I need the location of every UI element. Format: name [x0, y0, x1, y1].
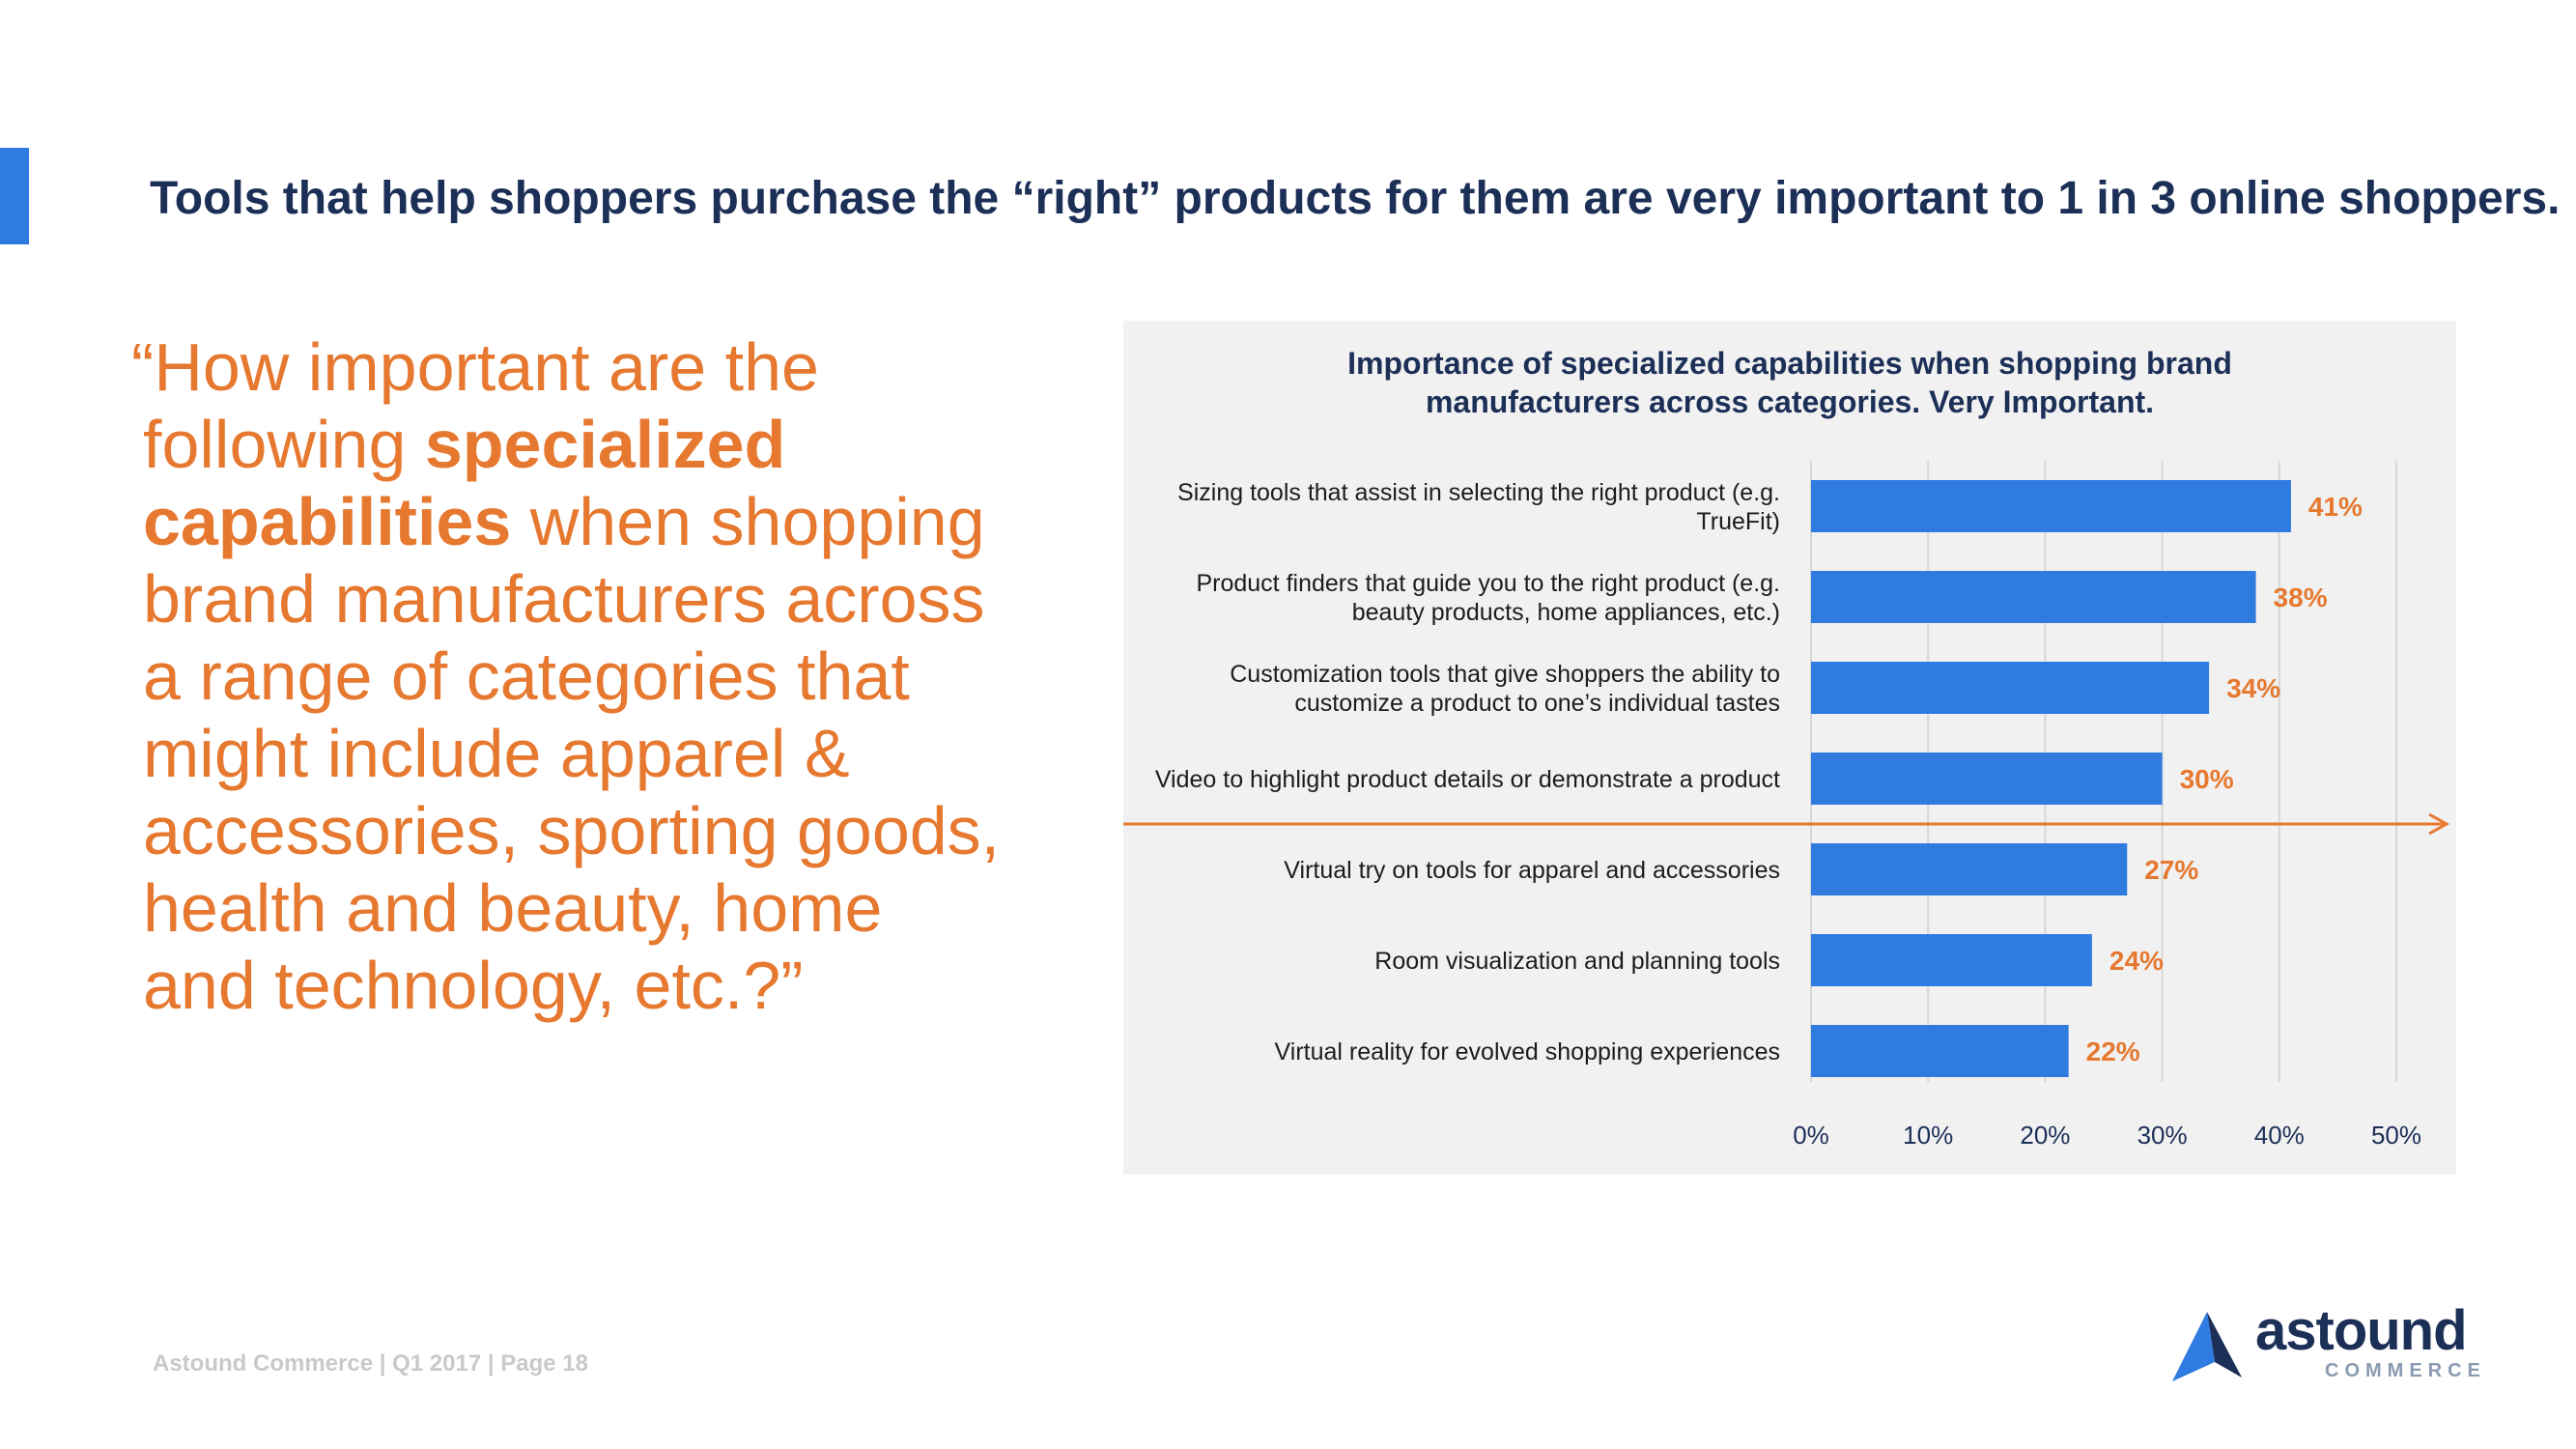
question-open-quote: “: [131, 329, 155, 405]
x-tick-label: 30%: [2137, 1121, 2188, 1150]
triangle-logo-icon: [2172, 1312, 2242, 1381]
x-tick-label: 10%: [1903, 1121, 1953, 1150]
category-label: Room visualization and planning tools: [1374, 948, 1780, 975]
divider-arrow-icon: [2428, 812, 2450, 836]
category-label: Customization tools that give shoppers t…: [1230, 661, 1780, 688]
bar: [1811, 571, 2256, 623]
x-tick-label: 40%: [2254, 1121, 2305, 1150]
chart-title-line-1: Importance of specialized capabilities w…: [1347, 346, 2232, 381]
chart-title-line-2: manufacturers across categories. Very Im…: [1425, 384, 2155, 419]
bar: [1811, 934, 2092, 986]
data-label: 38%: [2274, 582, 2328, 612]
category-label: Virtual reality for evolved shopping exp…: [1275, 1038, 1780, 1065]
chart-panel: Importance of specialized capabilities w…: [1123, 321, 2456, 1175]
bar: [1811, 1025, 2069, 1077]
footer-text: Astound Commerce | Q1 2017 | Page 18: [153, 1350, 588, 1377]
category-label: Product finders that guide you to the ri…: [1196, 570, 1780, 597]
question-text-end: when shopping brand manufacturers across…: [143, 484, 1001, 1023]
data-label: 30%: [2180, 764, 2234, 794]
category-label: Video to highlight product details or de…: [1155, 766, 1780, 793]
bar-chart: 0% 10% 20% 30% 40% 50% 41% Sizing tools that as…: [1123, 461, 2450, 1150]
data-label: 41%: [2308, 492, 2363, 522]
data-label: 24%: [2109, 946, 2164, 976]
data-label: 34%: [2226, 673, 2280, 703]
astound-logo: astound COMMERCE: [2168, 1299, 2480, 1381]
logo-subtitle: COMMERCE: [2325, 1360, 2486, 1381]
bar: [1811, 843, 2128, 895]
bar: [1811, 662, 2210, 714]
accent-bar: [0, 148, 29, 244]
x-tick-label: 20%: [2020, 1121, 2070, 1150]
question-emphasis: specialized capabilities: [143, 407, 786, 559]
category-label: Virtual try on tools for apparel and acc…: [1284, 857, 1780, 884]
page-title: Tools that help shoppers purchase the “r…: [150, 173, 2561, 224]
category-label: Sizing tools that assist in selecting th…: [1177, 479, 1780, 506]
question-text-start: How important are the following: [143, 329, 819, 482]
data-label: 22%: [2086, 1037, 2140, 1066]
category-label: beauty products, home appliances, etc.): [1352, 599, 1780, 626]
x-tick-label: 50%: [2371, 1121, 2421, 1150]
bar: [1811, 480, 2291, 532]
survey-question: “How important are the following special…: [131, 328, 1012, 1024]
data-label: 27%: [2144, 855, 2198, 885]
x-tick-label: 0%: [1793, 1121, 1829, 1150]
category-label: TrueFit): [1696, 508, 1780, 535]
logo-wordmark: astound: [2255, 1299, 2468, 1362]
bar: [1811, 753, 2163, 805]
chart-title: Importance of specialized capabilities w…: [1123, 344, 2456, 421]
category-label: customize a product to one’s individual …: [1294, 690, 1780, 717]
